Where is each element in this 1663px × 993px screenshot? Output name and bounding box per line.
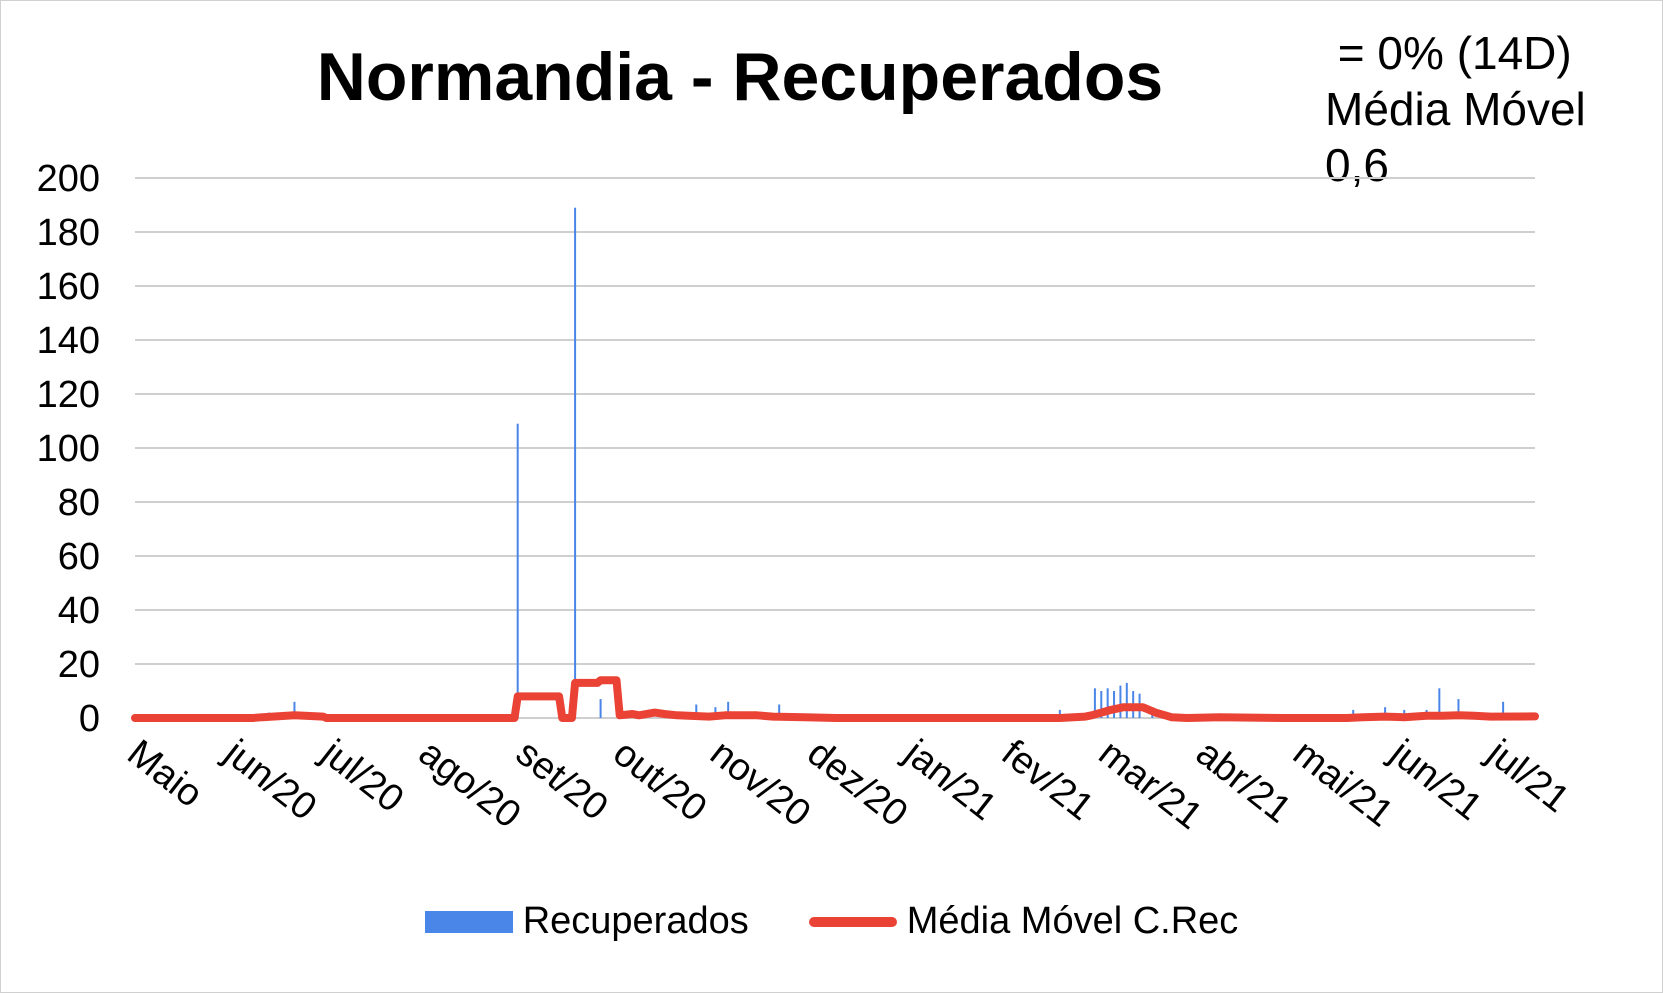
- y-tick-label: 180: [37, 212, 100, 254]
- legend-swatch-bar: [424, 910, 513, 933]
- annotation-line-2: Média Móvel: [1325, 83, 1586, 135]
- y-tick-label: 80: [58, 482, 100, 524]
- bar-recuperados: [1093, 688, 1096, 718]
- bar-recuperados: [1100, 691, 1103, 718]
- y-tick-label: 140: [37, 320, 100, 362]
- y-tick-label: 20: [58, 644, 100, 686]
- x-tick-label: mar/21: [1091, 732, 1210, 838]
- x-tick-label: fev/21: [994, 732, 1101, 829]
- bar-recuperados: [695, 704, 698, 718]
- moving-average-annotation: = 0% (14D) Média Móvel 0,6: [1325, 25, 1586, 193]
- x-tick-label: abr/21: [1188, 732, 1299, 831]
- bar-recuperados: [1502, 701, 1505, 718]
- bar-recuperados: [1125, 682, 1128, 718]
- x-tick-label: jun/21: [1382, 731, 1490, 828]
- bar-recuperados: [1438, 688, 1441, 718]
- bar-recuperados: [1106, 688, 1109, 718]
- bar-recuperados: [516, 423, 519, 718]
- bar-recuperados: [1457, 699, 1460, 718]
- bar-recuperados: [727, 701, 730, 718]
- chart-title: Normandia - Recuperados: [316, 39, 1164, 115]
- line-media-movel: [131, 676, 1539, 722]
- chart-legend: Recuperados Média Móvel C.Rec: [0, 900, 1663, 943]
- y-tick-label: 120: [37, 374, 100, 416]
- y-tick-label: 200: [37, 158, 100, 200]
- x-tick-label: out/20: [605, 732, 714, 830]
- bar-recuperados: [1113, 691, 1116, 718]
- y-tick-label: 100: [37, 428, 100, 470]
- annotation-line-3: 0,6: [1325, 139, 1389, 191]
- legend-item-media-movel: Média Móvel C.Rec: [808, 900, 1239, 943]
- annotation-line-1: = 0% (14D): [1325, 27, 1572, 79]
- x-tick-label: jul/20: [313, 731, 411, 821]
- legend-label-recuperados: Recuperados: [522, 900, 749, 942]
- bar-recuperados: [293, 701, 296, 718]
- bar-recuperados: [1384, 707, 1387, 718]
- bar-recuperados: [574, 207, 577, 718]
- x-tick-label: jul/21: [1479, 731, 1577, 821]
- legend-swatch-line: [808, 916, 897, 927]
- x-tick-label: Maio: [119, 732, 210, 816]
- x-tick-label: ago/20: [411, 732, 528, 837]
- bar-recuperados: [599, 699, 602, 718]
- x-tick-label: jan/21: [896, 731, 1004, 828]
- y-tick-label: 60: [58, 536, 100, 578]
- legend-item-recuperados: Recuperados: [424, 900, 749, 943]
- legend-label-media-movel: Média Móvel C.Rec: [906, 900, 1239, 942]
- y-tick-label: 0: [79, 698, 100, 740]
- bar-recuperados: [1058, 709, 1061, 718]
- x-tick-label: jun/20: [216, 731, 324, 828]
- x-tick-label: dez/20: [799, 732, 915, 835]
- y-tick-label: 160: [37, 266, 100, 308]
- x-tick-label: nov/20: [702, 732, 818, 835]
- bar-recuperados: [778, 704, 781, 718]
- bar-recuperados: [1119, 685, 1122, 718]
- x-tick-label: mai/21: [1285, 732, 1401, 835]
- y-tick-label: 40: [58, 590, 100, 632]
- x-tick-label: set/20: [508, 732, 615, 829]
